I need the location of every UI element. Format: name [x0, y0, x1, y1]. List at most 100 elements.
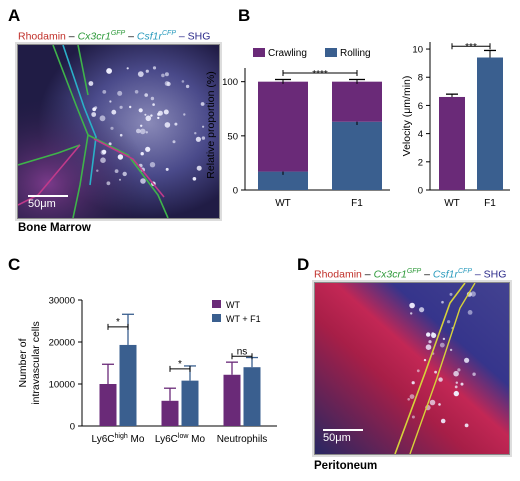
cell-dot: [99, 115, 106, 122]
cell-dot: [163, 109, 169, 115]
cell-dot: [447, 320, 451, 324]
caption-segment: Cx3cr1: [373, 268, 407, 281]
caption-segment: –: [125, 30, 137, 43]
y-tick-label: 4: [418, 129, 423, 140]
cell-dot: [136, 128, 141, 134]
cell-dot: [174, 122, 178, 126]
bar-crawling: [332, 81, 382, 122]
cell-dot: [134, 90, 139, 94]
cell-dot: [110, 126, 114, 130]
panel-a-caption: Rhodamin – Cx3cr1GFP – Csf1rCFP – SHG: [18, 30, 210, 43]
cell-dot: [100, 157, 106, 163]
significance-label: ***: [465, 42, 477, 53]
bar-wt-f1: [119, 344, 137, 426]
cell-dot: [429, 399, 436, 406]
x-tick-label: Neutrophils: [217, 434, 268, 445]
cell-dot: [455, 381, 458, 384]
x-tick-label: F1: [484, 198, 496, 209]
legend-label: Rolling: [340, 48, 371, 59]
bar-wt: [223, 374, 241, 426]
y-axis-label-line: intravascular cells: [30, 321, 42, 404]
cell-dot: [140, 124, 143, 128]
y-tick-label: 10000: [49, 380, 75, 391]
bar-wt: [161, 400, 179, 426]
cell-dot: [161, 73, 165, 78]
x-tick-label: Ly6Chigh Mo: [92, 433, 145, 445]
legend-label: WT + F1: [226, 314, 261, 324]
bar-crawling: [258, 81, 308, 172]
y-tick-label: 50: [227, 131, 238, 142]
cell-dot: [426, 332, 431, 337]
caption-segment: –: [65, 30, 78, 43]
cell-dot: [428, 340, 432, 344]
bar-wt-f1: [181, 380, 199, 426]
caption-segment: Rhodamin: [18, 30, 66, 43]
cell-dot: [152, 66, 157, 70]
cell-dot: [438, 403, 441, 406]
cell-dot: [109, 100, 112, 103]
cell-dot: [122, 171, 127, 177]
caption-segment: CFP: [458, 268, 472, 275]
cell-dot: [431, 332, 435, 335]
cell-dot: [409, 394, 415, 399]
cell-dot: [91, 112, 97, 117]
peritoneum-micrograph: 50μm: [314, 282, 510, 455]
x-tick-label: WT: [275, 198, 291, 209]
cell-dot: [145, 146, 151, 152]
cell-dot: [185, 84, 190, 89]
cell-dot: [423, 358, 427, 362]
caption-segment: – SHG: [472, 268, 507, 281]
cell-dot: [438, 377, 443, 382]
y-tick-label: 20000: [49, 338, 75, 349]
cell-dot: [157, 116, 160, 120]
cell-dot: [152, 103, 155, 106]
cell-dot: [411, 381, 415, 385]
cell-dot: [409, 302, 415, 309]
cell-dot: [164, 72, 169, 77]
cell-dot: [453, 390, 459, 397]
cell-dot: [164, 122, 171, 128]
panel-letter-a: A: [8, 6, 21, 25]
cell-dot: [137, 71, 144, 77]
legend-swatch: [325, 48, 337, 57]
cell-dot: [107, 68, 110, 71]
cell-dot: [457, 368, 461, 372]
legend-label: WT: [226, 300, 240, 310]
scale-label-d: 50μm: [323, 432, 351, 444]
cell-dot: [114, 169, 119, 173]
caption-segment: GFP: [110, 30, 126, 37]
cell-dot: [449, 348, 453, 352]
cell-dot: [201, 136, 206, 140]
cell-dot: [92, 107, 97, 112]
caption-segment: CFP: [162, 30, 176, 37]
chart-velocity: 0 2 4 6 8 10 Velocity (μm/min) WT F1 ***: [401, 42, 510, 209]
cell-dot: [165, 167, 169, 171]
cell-dot: [140, 178, 146, 184]
cell-dot: [88, 81, 94, 86]
x-tick-label: WT: [444, 198, 460, 209]
bar-wt: [439, 96, 465, 190]
cell-dot: [117, 154, 124, 160]
cell-dot: [145, 131, 148, 134]
caption-segment: Csf1r: [432, 268, 458, 281]
cell-dot: [101, 149, 107, 155]
cell-dot: [117, 90, 123, 96]
bar-wt-f1: [243, 367, 261, 426]
cell-dot: [96, 169, 99, 172]
cell-dot: [464, 423, 469, 428]
cell-dot: [472, 372, 476, 376]
cell-dot: [164, 81, 170, 86]
cell-dot: [139, 128, 146, 135]
panel-a-tissue: Bone Marrow: [18, 222, 91, 234]
cell-dot: [157, 110, 163, 116]
cell-dot: [108, 142, 112, 146]
chart-intravascular-cells: 0 10000 20000 30000 Number ofintravascular c…: [17, 296, 277, 445]
y-tick-label: 8: [418, 73, 423, 84]
y-tick-label: 0: [233, 186, 238, 197]
y-axis-label-line: Number of: [17, 338, 29, 387]
significance-label: ****: [312, 69, 328, 80]
caption-segment: –: [361, 268, 374, 281]
panel-letter-b: B: [238, 6, 251, 25]
y-tick-label: 100: [222, 77, 238, 88]
cell-dot: [470, 291, 476, 297]
